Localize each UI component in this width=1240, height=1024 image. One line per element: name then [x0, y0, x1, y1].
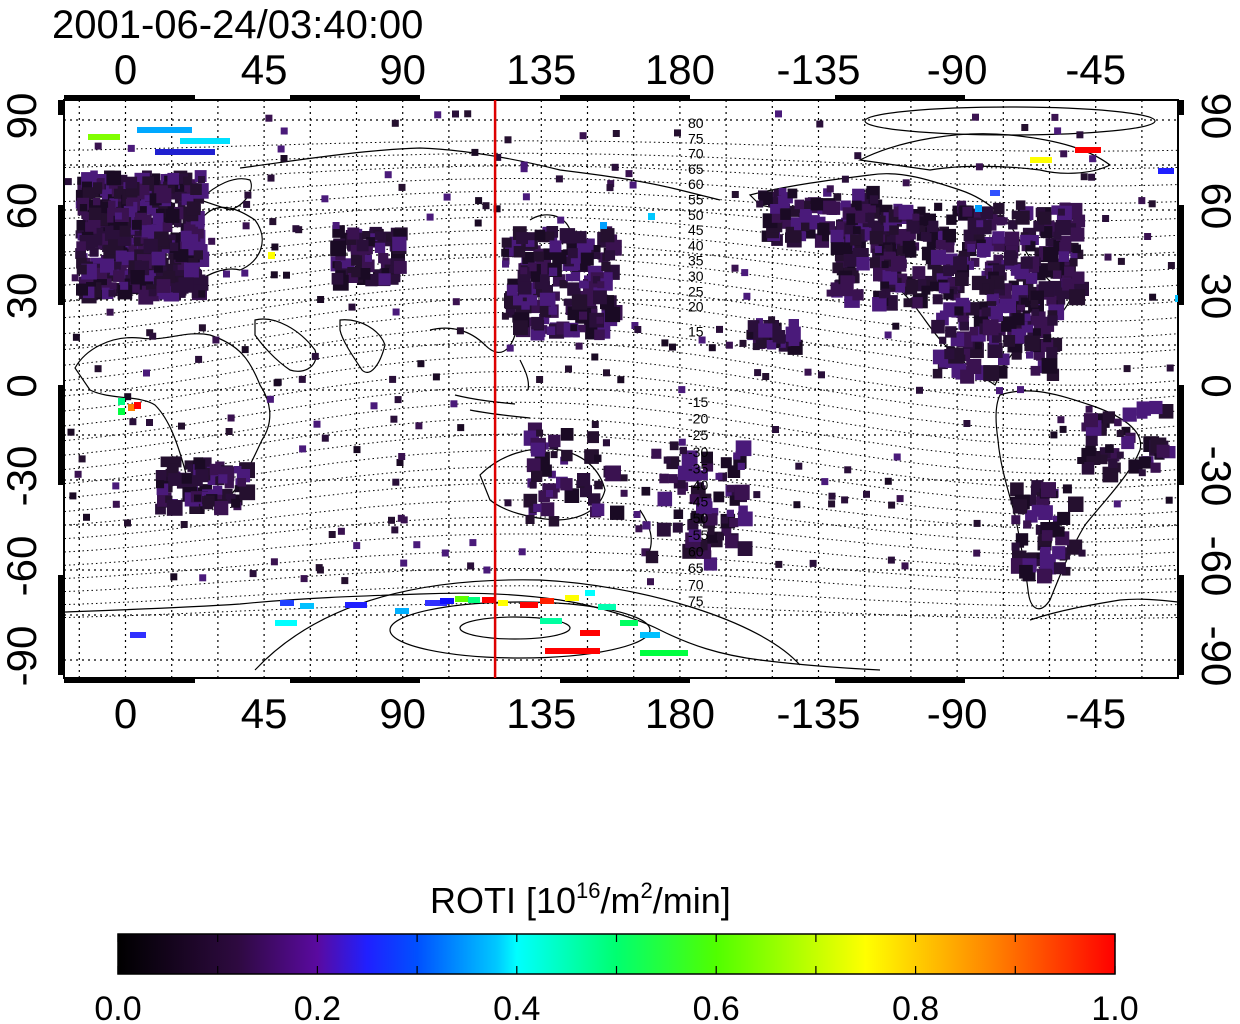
colorbar-title: ROTI [1016/m2/min]: [430, 878, 731, 921]
lat-tick-label-right: 30: [1193, 273, 1240, 320]
colorbar-tick-label: 0.8: [892, 990, 939, 1024]
maglat-label-n: 30: [688, 268, 704, 284]
maglat-label-n: 70: [688, 146, 704, 162]
maglat-label-s: -20: [688, 411, 708, 427]
map-frame: [63, 99, 1179, 679]
maglat-label-n: 65: [688, 161, 704, 177]
maglat-label-s: -55: [688, 527, 708, 543]
colorbar-tick-label: 0.0: [94, 990, 141, 1024]
axis-tick-labels: 0 45 90 135 180 -135 -90 -45 0 45 90 135 180 -135 -90 -…: [0, 46, 1240, 737]
maglat-label-n: 25: [688, 283, 704, 299]
colorbar-title-sup2: 2: [641, 878, 653, 903]
lon-tick-label-bottom: 0: [114, 690, 137, 737]
lon-tick-label-bottom: -45: [1065, 690, 1126, 737]
map-frame-bars: [58, 95, 1184, 683]
lat-tick-label-left: 0: [0, 374, 45, 397]
lon-tick-label-bottom: 45: [241, 690, 288, 737]
colorbar-title-sup1: 16: [576, 878, 600, 903]
maglat-label-s: -40: [688, 477, 708, 493]
maglat-label-s: 75: [688, 593, 704, 609]
colorbar-tick-label: 1.0: [1091, 990, 1138, 1024]
lat-tick-label-left: 60: [0, 183, 45, 230]
lon-tick-label-bottom: 135: [506, 690, 576, 737]
maglat-label-s: 60: [688, 543, 704, 559]
maglat-label-s: 65: [688, 560, 704, 576]
colorbar-title-mid: /m: [601, 880, 641, 921]
maglat-label-s: -50: [688, 510, 708, 526]
lat-tick-label-right: -60: [1193, 536, 1240, 597]
maglat-label-s: -30: [688, 444, 708, 460]
timestamp-title: 2001-06-24/03:40:00: [52, 3, 423, 47]
maglat-label-n: 20: [688, 299, 704, 315]
lon-tick-label-top: -90: [927, 46, 988, 93]
maglat-label-s: -25: [688, 427, 708, 443]
lon-tick-label-bottom: -135: [776, 690, 860, 737]
colorbar-title-main: ROTI [10: [430, 880, 576, 921]
colorbar-ticks: 0.0 0.2 0.4 0.6 0.8 1.0: [94, 934, 1139, 1024]
colorbar-tick-label: 0.6: [693, 990, 740, 1024]
lat-tick-label-right: -30: [1193, 446, 1240, 507]
lon-tick-label-bottom: 180: [645, 690, 715, 737]
maglat-label-s: -35: [688, 460, 708, 476]
lon-tick-label-top: -45: [1065, 46, 1126, 93]
colorbar-tick-label: 0.2: [294, 990, 341, 1024]
lon-tick-label-top: 180: [645, 46, 715, 93]
maglat-label-n: 75: [688, 130, 704, 146]
maglat-label-n: 50: [688, 207, 704, 223]
lat-tick-label-left: -90: [0, 626, 45, 687]
maglat-label-s: -45: [688, 494, 708, 510]
maglat-label-n: 55: [688, 192, 704, 208]
maglat-label-n: 60: [688, 176, 704, 192]
lat-tick-label-left: -60: [0, 536, 45, 597]
lat-tick-label-left: 90: [0, 93, 45, 140]
lon-tick-label-top: 0: [114, 46, 137, 93]
lon-tick-label-top: 135: [506, 46, 576, 93]
maglat-label-n: 40: [688, 237, 704, 253]
colorbar-title-end: /min]: [653, 880, 731, 921]
maglat-label-s: 70: [688, 577, 704, 593]
magnetic-latitude-labels: 8075706560555045403530252015-15-20-25-30…: [688, 115, 708, 609]
lat-tick-label-right: 0: [1193, 374, 1240, 397]
maglat-label-s: -15: [688, 394, 708, 410]
lat-tick-label-right: 60: [1193, 183, 1240, 230]
roti-pixels: [64, 110, 1178, 656]
lat-tick-label-right: -90: [1193, 626, 1240, 687]
lat-tick-label-left: 30: [0, 273, 45, 320]
lon-tick-label-top: 90: [379, 46, 426, 93]
lat-tick-label-right: 90: [1193, 93, 1240, 140]
lat-tick-label-left: -30: [0, 446, 45, 507]
lon-tick-label-bottom: 90: [379, 690, 426, 737]
lon-tick-label-top: 45: [241, 46, 288, 93]
maglat-label-n: 15: [688, 324, 704, 340]
colorbar-tick-label: 0.4: [493, 990, 540, 1024]
coastlines: [64, 133, 1178, 671]
lon-tick-label-top: -135: [776, 46, 860, 93]
lon-tick-label-bottom: -90: [927, 690, 988, 737]
maglat-label-n: 35: [688, 253, 704, 269]
maglat-label-n: 80: [688, 115, 704, 131]
maglat-label-n: 45: [688, 222, 704, 238]
